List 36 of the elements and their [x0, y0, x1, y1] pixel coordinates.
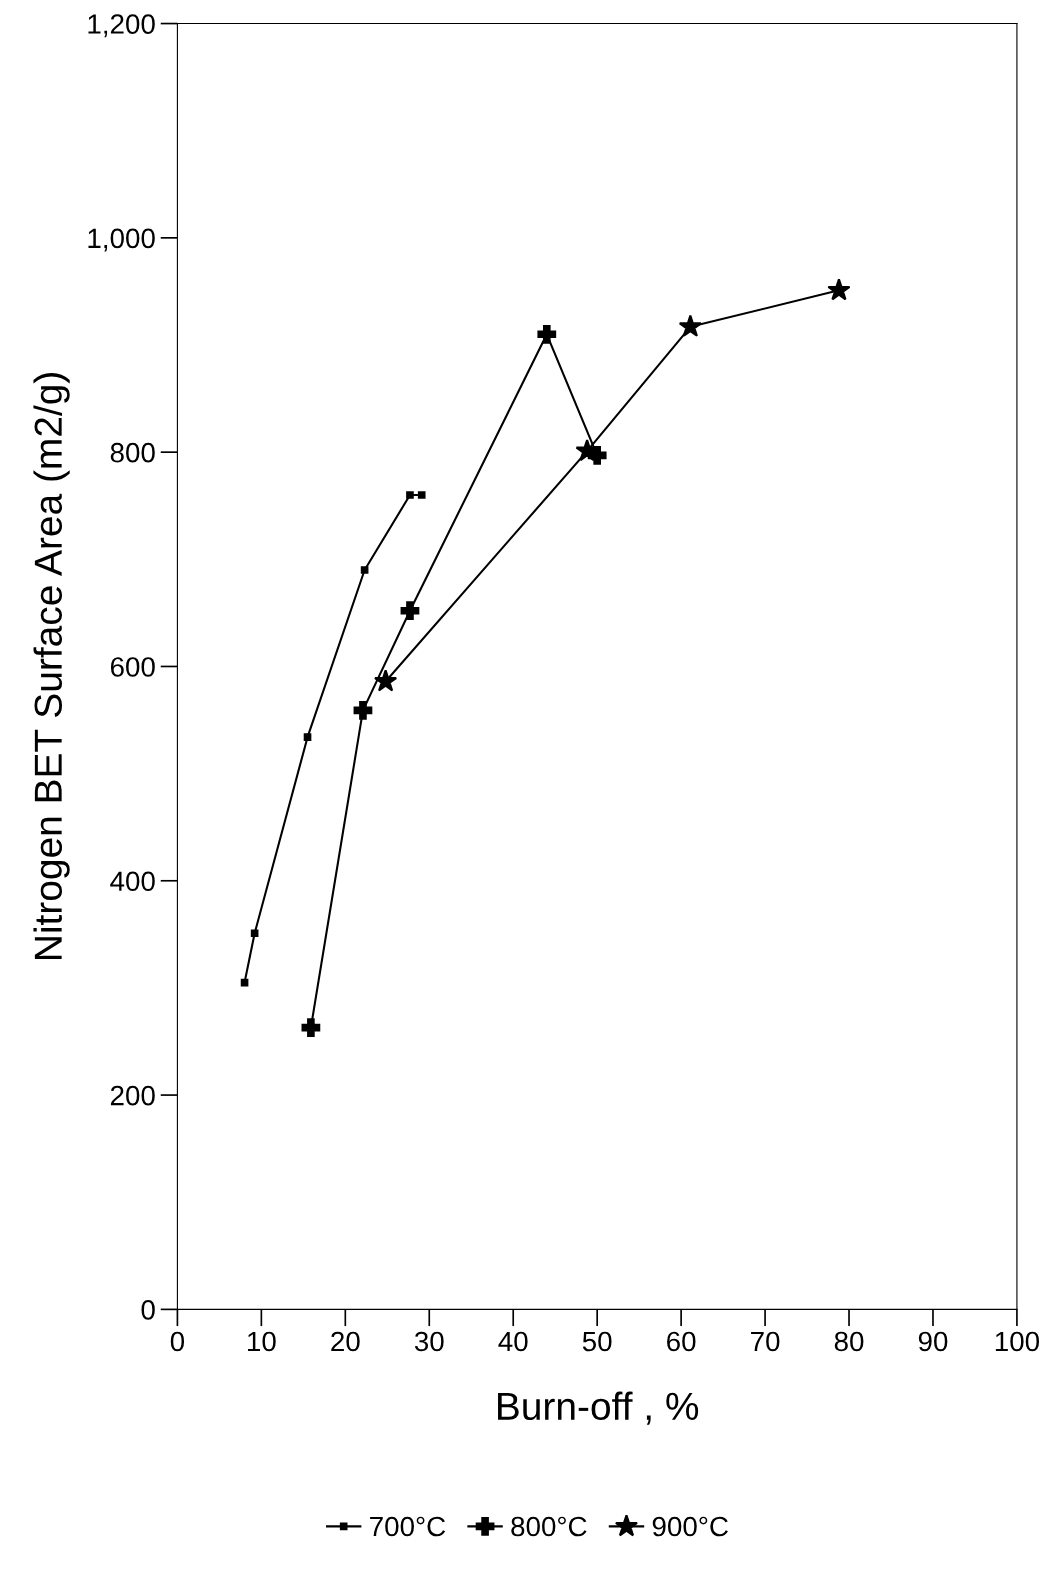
x-tick-label: 50 — [582, 1331, 612, 1352]
point — [374, 669, 398, 692]
x-tick-label: 0 — [170, 1331, 185, 1352]
point — [240, 978, 249, 987]
y-axis-title: Nitrogen BET Surface Area (m2/g) — [33, 373, 70, 960]
y-tick-label: 200 — [110, 1085, 155, 1106]
point — [301, 1018, 321, 1037]
x-tick-label: 90 — [918, 1331, 948, 1352]
legend-label: 700°C — [370, 1516, 446, 1537]
point — [250, 929, 259, 938]
y-tick-label: 600 — [110, 657, 155, 677]
point — [360, 566, 369, 574]
point — [353, 701, 373, 720]
x-axis-title: Burn-off , % — [498, 1391, 699, 1425]
point — [678, 314, 702, 337]
point — [303, 733, 312, 741]
point — [537, 324, 557, 344]
x-tick-label: 40 — [498, 1331, 528, 1352]
y-tick-label: 1,200 — [88, 14, 155, 38]
legend-label: 900°C — [652, 1516, 728, 1537]
x-tick-label: 70 — [751, 1331, 780, 1352]
point — [827, 278, 851, 301]
x-tick-label: 100 — [995, 1331, 1040, 1352]
y-tick-label: 400 — [110, 871, 155, 892]
point — [400, 601, 420, 621]
y-tick-label: 0 — [141, 1300, 155, 1320]
x-tick-label: 30 — [414, 1331, 444, 1352]
point — [406, 491, 414, 499]
x-tick-label: 60 — [667, 1331, 696, 1352]
point — [417, 491, 426, 499]
x-tick-label: 10 — [248, 1331, 276, 1352]
legend-label: 800°C — [511, 1516, 587, 1537]
x-tick-label: 80 — [834, 1331, 864, 1352]
y-tick-label: 1,000 — [88, 228, 155, 252]
x-tick-label: 20 — [331, 1331, 360, 1352]
y-tick-label: 800 — [110, 442, 155, 463]
